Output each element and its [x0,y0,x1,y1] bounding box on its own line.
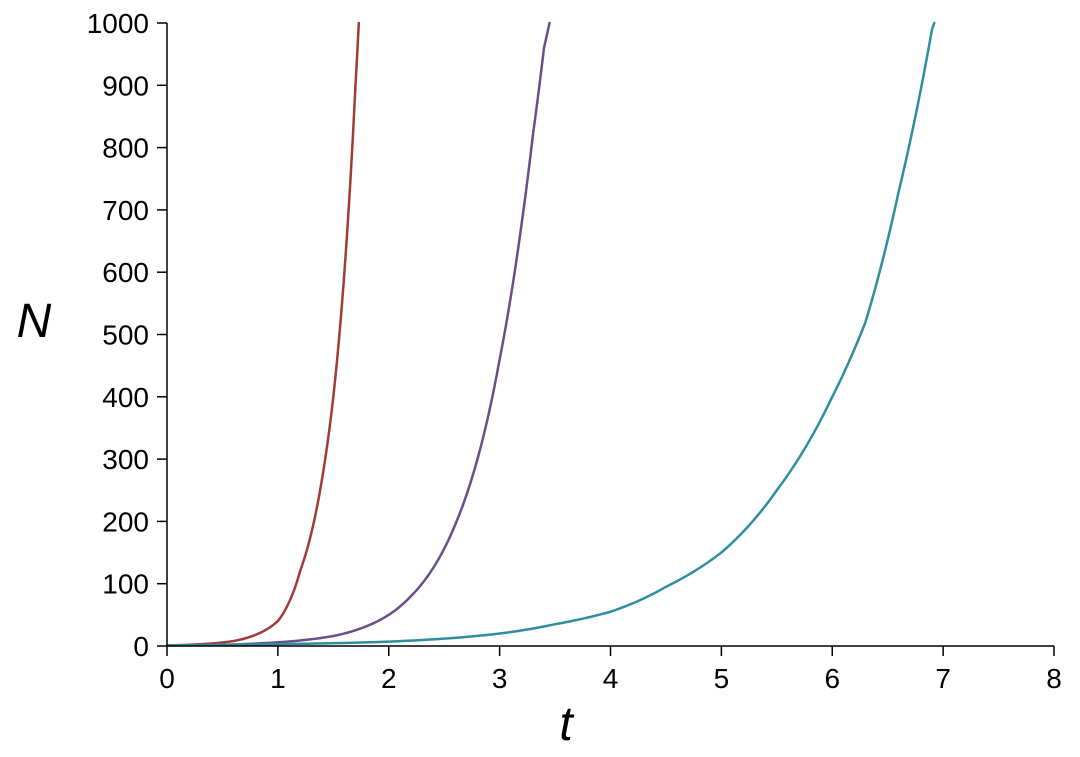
series-line-3 [165,21,936,647]
y-tick-label: 800 [102,133,149,164]
x-tick-label: 2 [381,663,397,694]
x-tick-label: 7 [935,663,951,694]
y-tick-label: 200 [102,506,149,537]
x-tick-label: 5 [714,663,730,694]
y-tick-label: 700 [102,195,149,226]
y-tick-label: 0 [133,631,149,662]
x-axis-ticks: 0 1 2 3 4 5 6 7 8 [159,646,1062,694]
y-axis-title: N [17,295,52,348]
x-tick-label: 6 [824,663,840,694]
x-axis-title: t [559,698,574,751]
x-tick-label: 0 [159,663,175,694]
y-tick-label: 600 [102,257,149,288]
series-layer [165,21,936,647]
x-tick-label: 8 [1046,663,1062,694]
x-tick-label: 1 [270,663,286,694]
series-line-1 [165,21,361,647]
y-tick-label: 100 [102,569,149,600]
y-tick-label: 900 [102,70,149,101]
y-tick-label: 1000 [87,8,149,39]
y-tick-label: 500 [102,320,149,351]
y-tick-label: 300 [102,444,149,475]
series-line-2 [165,21,551,647]
y-tick-label: 400 [102,382,149,413]
y-axis-ticks: 0 100 200 300 400 500 600 700 800 900 1000 [87,8,167,662]
x-tick-label: 4 [603,663,619,694]
x-tick-label: 3 [492,663,508,694]
